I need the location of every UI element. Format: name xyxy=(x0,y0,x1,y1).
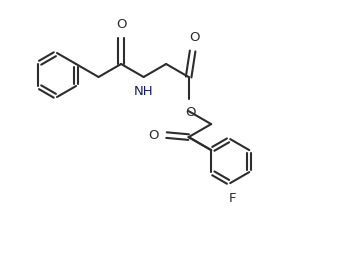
Text: NH: NH xyxy=(134,85,153,98)
Text: O: O xyxy=(116,18,126,31)
Text: F: F xyxy=(229,192,236,205)
Text: O: O xyxy=(189,31,200,44)
Text: O: O xyxy=(185,106,196,119)
Text: O: O xyxy=(148,129,158,142)
